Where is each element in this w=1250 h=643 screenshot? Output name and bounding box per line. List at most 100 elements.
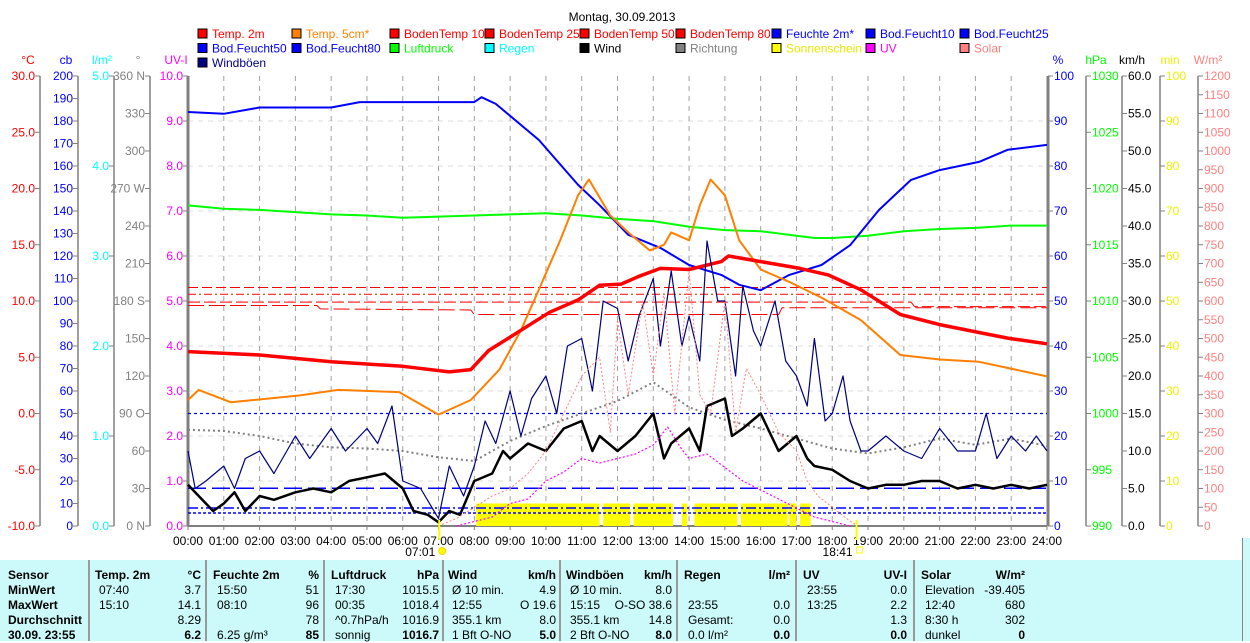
legend-label: Luftdruck [404,42,454,56]
axis-title-temp: °C [21,53,35,67]
statistics-panel: Sensor MinWert MaxWert Durchschnitt 30.09. 2… [0,560,1242,642]
axis-tick-label: 80 [1054,159,1068,173]
axis-tick-label: 5.0 [166,294,183,308]
x-tick-label: 02:00 [245,534,275,548]
stat-note: ^0.7hPa/h [335,613,389,627]
stat-value: 8.29 [177,613,201,627]
legend-swatch [959,43,970,53]
axis-tick-label: -5.0 [14,463,35,477]
column-unit: km/h [527,568,556,582]
legend-label: Bod.Feucht25 [974,27,1049,41]
stat-note: 12:55 [452,598,483,612]
sunset-label: 18:41 [823,545,853,559]
legend-swatch [484,28,495,39]
axis-tick-label: 40 [1054,339,1068,353]
axis-tick-label: 2.0 [166,429,183,443]
legend-swatch [291,28,302,39]
row-label: MaxWert [8,598,58,612]
stat-value: 5.0 [539,628,556,642]
x-tick-label: 14:00 [674,534,704,548]
stat-value: 3.7 [184,583,201,597]
legend-swatch [579,43,590,53]
axis-tick-label: 0 [1166,519,1173,533]
axis-tick-label: 50 [1204,500,1218,514]
series-luftdruck [187,204,1047,239]
legend-label: Richtung [690,42,737,56]
x-tick-label: 19:00 [853,534,883,548]
legend-label: Bod.Feucht10 [880,27,955,41]
column-unit: W/m² [995,568,1025,582]
legend-swatch [197,28,208,39]
axis-tick-label: 1005 [1092,350,1119,364]
axis-tick-label: 1010 [1092,294,1119,308]
axis-title-press: hPa [1085,53,1107,67]
axis-tick-label: 950 [1204,163,1224,177]
series-bodentemp-25 [188,301,1047,308]
stat-note: 17:30 [335,583,366,597]
x-tick-label: 11:00 [567,534,596,548]
series-temp-5cm [187,178,1048,416]
axis-tick-label: 40 [60,429,74,443]
stat-note: 0.0 l/m² [688,628,729,642]
stat-note: Ø 10 min. [570,583,623,597]
axis-tick-label: 7.0 [166,204,183,218]
legend-swatch [959,28,970,39]
sunshine-bar [694,503,738,526]
axis-tick-label: 5.0 [1128,482,1145,496]
stat-value: 1016.9 [402,613,439,627]
axis-tick-label: 10 [60,497,74,511]
axis-tick-label: 120 [53,249,73,263]
axis-tick-label: 35.0 [1128,257,1152,271]
axis-tick-label: 30.0 [12,69,36,83]
legend-swatch [771,43,782,53]
axis-tick-label: 60 [132,444,146,458]
stat-value: 51 [305,583,319,597]
axis-tick-label: 300 [125,144,145,158]
axis-tick-label: 60 [1054,249,1068,263]
row-label: 30.09. 23:55 [8,628,76,642]
legend-swatch [484,43,495,53]
column-header: Feuchte 2m [213,568,280,582]
axis-tick-label: 25.0 [12,125,36,139]
stat-value: 2.2 [890,598,907,612]
axis-tick-label: 80 [60,339,74,353]
axis-tick-label: 10 [1054,474,1068,488]
stat-value: 0.0 [890,628,907,642]
stat-note: 12:40 [925,598,956,612]
stat-note: 1 Bft O-NO [452,628,512,642]
axis-tick-label: 270 W [110,182,145,196]
legend-label: BodenTemp 80 [690,27,771,41]
stat-note: 00:35 [335,598,366,612]
axis-tick-label: 10 [1166,474,1180,488]
axis-tick-label: 350 [1204,388,1224,402]
column-divider [205,560,207,641]
stat-note: 355.1 km [452,613,502,627]
column-divider [676,560,678,641]
axis-tick-label: 20 [60,474,74,488]
axis-tick-label: 1150 [1204,88,1230,102]
axis-tick-label: 0 [66,519,73,533]
stat-value: 302 [1004,613,1025,627]
axis-tick-label: 4.0 [92,159,109,173]
axis-tick-label: 20 [1054,429,1068,443]
axis-tick-label: 180 S [114,294,145,308]
legend-label: Temp. 5cm* [306,27,370,41]
axis-title-sun: min [1160,53,1179,67]
axis-tick-label: 0.0 [1128,519,1145,533]
axis-tick-label: 70 [60,362,74,376]
sunrise-label: 07:01 [405,545,435,559]
x-axis: 00:00 01:00 02:00 03:00 04:00 05:00 06:00 07:00… [173,520,1062,559]
axis-tick-label: 3.0 [92,249,109,263]
stat-value: 78 [305,613,319,627]
stat-value: 8.0 [539,613,556,627]
column-divider [795,560,797,641]
scrollbar[interactable] [1242,538,1250,641]
x-tick-label: 20:00 [889,534,919,548]
stat-value: 8.0 [655,583,672,597]
column-unit: hPa [416,568,439,582]
axis-title-uv: UV-I [164,53,187,67]
stat-note: 355.1 km [570,613,620,627]
legend-swatch [675,43,686,53]
axis-tick-label: 200 [1204,444,1224,458]
x-tick-label: 24:00 [1032,534,1062,548]
